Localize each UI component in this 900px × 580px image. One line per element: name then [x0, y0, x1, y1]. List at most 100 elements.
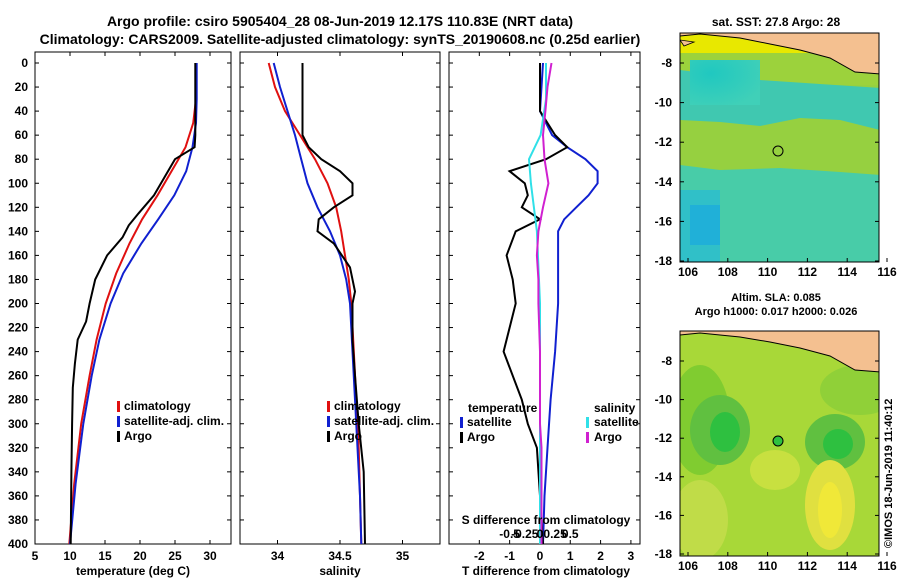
- map-y-tick-label: -10: [655, 96, 673, 110]
- map-x-tick-label: 116: [877, 265, 897, 279]
- map-y-tick-label: -8: [661, 56, 672, 70]
- map-x-tick-label: 110: [758, 559, 778, 573]
- imos-credit: ©IMOS 18-Jun-2019 11:40:12: [883, 399, 895, 548]
- x-tick-label: 34.5: [328, 549, 352, 563]
- series-line-argo: [301, 63, 366, 544]
- figure-title-line1: Argo profile: csiro 5905404_28 08-Jun-20…: [107, 13, 573, 29]
- map-x-tick-label: 112: [798, 559, 818, 573]
- map-x-tick-label: 108: [718, 559, 738, 573]
- depth-tick-label: 340: [8, 465, 28, 479]
- s-tick-label: -0.25: [511, 527, 539, 541]
- x-tick-label: 2: [597, 549, 604, 563]
- series-line-t-argo: [502, 63, 569, 544]
- map-x-tick-label: 106: [678, 559, 698, 573]
- sla-map-title1: Altim. SLA: 0.085: [731, 292, 821, 304]
- salinity-panel-frame: [239, 51, 441, 545]
- difference-xlabel-t: T difference from climatology: [462, 564, 630, 578]
- x-tick-label: -1: [504, 549, 515, 563]
- x-tick-label: 3: [628, 549, 635, 563]
- x-tick-label: 25: [168, 549, 182, 563]
- legend-label: satellite: [594, 415, 639, 429]
- x-tick-label: 20: [133, 549, 147, 563]
- depth-tick-label: 280: [8, 393, 28, 407]
- depth-tick-label: 200: [8, 297, 28, 311]
- depth-tick-label: 380: [8, 513, 28, 527]
- legend-swatch: [117, 431, 120, 442]
- legend-swatch: [586, 417, 589, 428]
- depth-tick-label: 20: [15, 80, 29, 94]
- java-coastline-sst: [680, 33, 879, 75]
- depth-tick-label: 40: [15, 104, 29, 118]
- legend-label: climatology: [124, 399, 191, 413]
- figure-title-line2: Climatology: CARS2009. Satellite-adjuste…: [40, 31, 641, 47]
- x-tick-label: 34: [271, 549, 285, 563]
- depth-tick-label: 140: [8, 224, 28, 238]
- salinity-xlabel: salinity: [319, 564, 361, 578]
- legend-label: Argo: [124, 429, 152, 443]
- map-y-tick-label: -18: [655, 547, 673, 561]
- x-tick-label: 35: [396, 549, 410, 563]
- s-tick-label: 0.25: [543, 527, 567, 541]
- depth-tick-label: 120: [8, 200, 28, 214]
- x-tick-label: 15: [98, 549, 112, 563]
- map-y-tick-label: -16: [655, 508, 673, 522]
- legend-label: Argo: [467, 430, 495, 444]
- s-tick-label: 0.5: [562, 527, 579, 541]
- argo-float-marker-sla: [772, 435, 784, 447]
- legend-label: Argo: [594, 430, 622, 444]
- map-y-tick-label: -12: [655, 431, 673, 445]
- map-y-tick-label: -14: [655, 175, 673, 189]
- legend-swatch: [327, 431, 330, 442]
- difference-panel-frame: [448, 51, 641, 545]
- legend-swatch: [327, 401, 330, 412]
- temperature-xlabel: temperature (deg C): [76, 564, 190, 578]
- map-x-tick-label: 106: [678, 265, 698, 279]
- sst-map: sat. SST: 27.8 Argo: 28 106 108 110 112 114 1…: [655, 15, 897, 279]
- legend-swatch: [460, 432, 463, 443]
- depth-tick-label: 80: [15, 152, 29, 166]
- map-x-tick-label: 114: [838, 559, 858, 573]
- series-line-climatology: [68, 63, 197, 544]
- legend-title-temperature: temperature: [468, 401, 538, 415]
- map-x-tick-label: 110: [758, 265, 778, 279]
- sst-map-title: sat. SST: 27.8 Argo: 28: [712, 15, 841, 29]
- legend-swatch: [460, 417, 463, 428]
- legend-swatch: [117, 416, 120, 427]
- argo-float-marker-sst: [772, 145, 784, 157]
- series-line-argo: [69, 63, 197, 544]
- legend-label: climatology: [334, 399, 401, 413]
- map-x-tick-label: 114: [838, 265, 858, 279]
- legend-label: satellite-adj. clim.: [124, 414, 224, 428]
- x-tick-label: 10: [63, 549, 77, 563]
- s-tick-label: -0.5: [499, 527, 520, 541]
- legend-label: satellite-adj. clim.: [334, 414, 434, 428]
- sla-map: Altim. SLA: 0.085 Argo h1000: 0.017 h200…: [655, 292, 897, 573]
- java-coastline-sla: [680, 331, 879, 373]
- depth-tick-label: 180: [8, 272, 28, 286]
- sla-map-title2: Argo h1000: 0.017 h2000: 0.026: [695, 306, 858, 318]
- map-x-tick-label: 108: [718, 265, 738, 279]
- series-line-s-argo: [535, 62, 553, 544]
- legend-swatch: [327, 416, 330, 427]
- x-tick-label: 1: [567, 549, 574, 563]
- depth-tick-label: 300: [8, 417, 28, 431]
- map-y-tick-label: -18: [655, 254, 673, 268]
- map-x-tick-label: 112: [798, 265, 818, 279]
- depth-tick-label: 320: [8, 441, 28, 455]
- map-y-tick-label: -8: [661, 354, 672, 368]
- legend-swatch: [586, 432, 589, 443]
- depth-tick-label: 60: [15, 128, 29, 142]
- map-x-tick-label: 116: [877, 559, 897, 573]
- depth-tick-label: 160: [8, 248, 28, 262]
- depth-tick-label: 400: [8, 537, 28, 551]
- depth-tick-label: 260: [8, 369, 28, 383]
- x-tick-label: 30: [203, 549, 217, 563]
- x-tick-label: 0: [537, 549, 544, 563]
- legend-swatch: [117, 401, 120, 412]
- depth-tick-label: 0: [21, 56, 28, 70]
- depth-tick-label: 220: [8, 321, 28, 335]
